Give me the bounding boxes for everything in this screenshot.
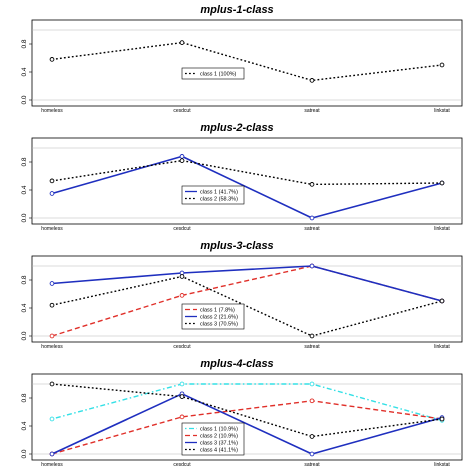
x-tick-label: homeless xyxy=(41,108,63,114)
x-tick-label: homeless xyxy=(41,462,63,468)
panel-3: mplus-3-class 0.0 0.4 0.8 homeless cesdcut sat… xyxy=(21,240,463,350)
x-tick-label: linkstat xyxy=(434,344,450,350)
x-tick-label: linkstat xyxy=(434,226,450,232)
plot-frame xyxy=(31,19,463,107)
data-point xyxy=(49,416,55,422)
panel-2: mplus-2-class 0.0 0.4 0.8 homeless cesdcut sat… xyxy=(21,122,463,232)
y-tick-label: 0.8 xyxy=(21,157,28,166)
legend-label: class 2 (21.6%) xyxy=(200,315,238,321)
x-tick-label: cesdcut xyxy=(173,344,191,350)
data-point xyxy=(309,333,315,339)
legend-label: class 3 (70.5%) xyxy=(200,322,238,328)
y-tick-label: 0.4 xyxy=(21,303,28,312)
series-line xyxy=(51,265,443,302)
data-point xyxy=(179,394,185,399)
y-tick-label: 0.0 xyxy=(21,331,28,340)
data-point xyxy=(309,263,315,269)
data-point xyxy=(179,158,185,163)
legend-label: class 1 (100%) xyxy=(200,72,237,78)
data-point xyxy=(49,451,55,457)
data-point xyxy=(49,57,55,62)
series-line xyxy=(51,392,443,455)
y-tick-label: 0.0 xyxy=(21,95,28,104)
legend-box xyxy=(181,67,245,80)
y-tick-label: 0.0 xyxy=(21,213,28,222)
series-line xyxy=(51,383,443,422)
legend-box xyxy=(181,185,245,205)
y-tick-label: 0.0 xyxy=(21,449,28,458)
data-point xyxy=(439,298,445,304)
data-point xyxy=(439,416,445,422)
data-point xyxy=(179,381,185,387)
data-point xyxy=(309,451,315,457)
x-tick-label: satreat xyxy=(304,344,320,350)
legend-label: class 1 (10.9%) xyxy=(200,427,238,433)
data-point xyxy=(49,178,55,184)
data-point xyxy=(309,434,315,439)
legend-label: class 3 (37.1%) xyxy=(200,441,238,447)
x-tick-label: cesdcut xyxy=(173,462,191,468)
x-tick-label: linkstat xyxy=(434,108,450,114)
data-point xyxy=(179,293,185,298)
series-line xyxy=(51,275,443,337)
chart-title: mplus-3-class xyxy=(200,240,273,252)
x-tick-label: homeless xyxy=(41,226,63,232)
legend-label: class 4 (41.1%) xyxy=(200,448,238,454)
x-tick-label: satreat xyxy=(304,108,320,114)
data-point xyxy=(309,381,315,387)
data-point xyxy=(309,182,315,187)
series-line xyxy=(51,41,443,82)
legend-label: class 1 (7.8%) xyxy=(200,308,235,314)
data-point xyxy=(49,333,55,339)
series-line xyxy=(51,383,443,438)
chart-title: mplus-4-class xyxy=(200,358,273,370)
legend-label: class 1 (41.7%) xyxy=(200,190,238,196)
plot-frame xyxy=(31,373,463,461)
y-tick-label: 0.4 xyxy=(21,185,28,194)
data-point xyxy=(49,191,55,196)
panel-4: mplus-4-class 0.0 0.4 0.8 homeless cesdcut sat… xyxy=(21,358,463,468)
series-line xyxy=(51,155,443,219)
series-line xyxy=(51,265,443,337)
chart-title: mplus-1-class xyxy=(200,4,273,16)
y-tick-label: 0.8 xyxy=(21,393,28,402)
x-tick-label: homeless xyxy=(41,344,63,350)
data-point xyxy=(179,40,185,45)
data-point xyxy=(49,302,55,308)
legend-label: class 2 (10.9%) xyxy=(200,434,238,440)
series-line xyxy=(51,159,443,186)
y-tick-label: 0.4 xyxy=(21,421,28,430)
x-tick-label: satreat xyxy=(304,226,320,232)
data-point xyxy=(179,154,185,159)
data-point xyxy=(179,274,185,279)
data-point xyxy=(49,281,55,286)
x-tick-label: satreat xyxy=(304,462,320,468)
data-point xyxy=(309,398,315,404)
data-point xyxy=(49,381,55,387)
series-line xyxy=(51,400,443,455)
data-point xyxy=(439,180,445,186)
data-point xyxy=(309,215,315,221)
x-tick-label: cesdcut xyxy=(173,108,191,114)
legend-label: class 2 (58.3%) xyxy=(200,197,238,203)
plot-frame xyxy=(31,255,463,343)
plot-frame xyxy=(31,137,463,225)
data-point xyxy=(309,78,315,83)
y-tick-label: 0.4 xyxy=(21,67,28,76)
x-tick-label: cesdcut xyxy=(173,226,191,232)
chart-title: mplus-2-class xyxy=(200,122,273,134)
panel-1: mplus-1-class 0.0 0.4 0.8 homeless cesdcut sat… xyxy=(21,4,463,114)
y-tick-label: 0.8 xyxy=(21,39,28,48)
y-tick-label: 0.8 xyxy=(21,275,28,284)
data-point xyxy=(439,62,445,68)
data-point xyxy=(179,414,185,420)
x-tick-label: linkstat xyxy=(434,462,450,468)
